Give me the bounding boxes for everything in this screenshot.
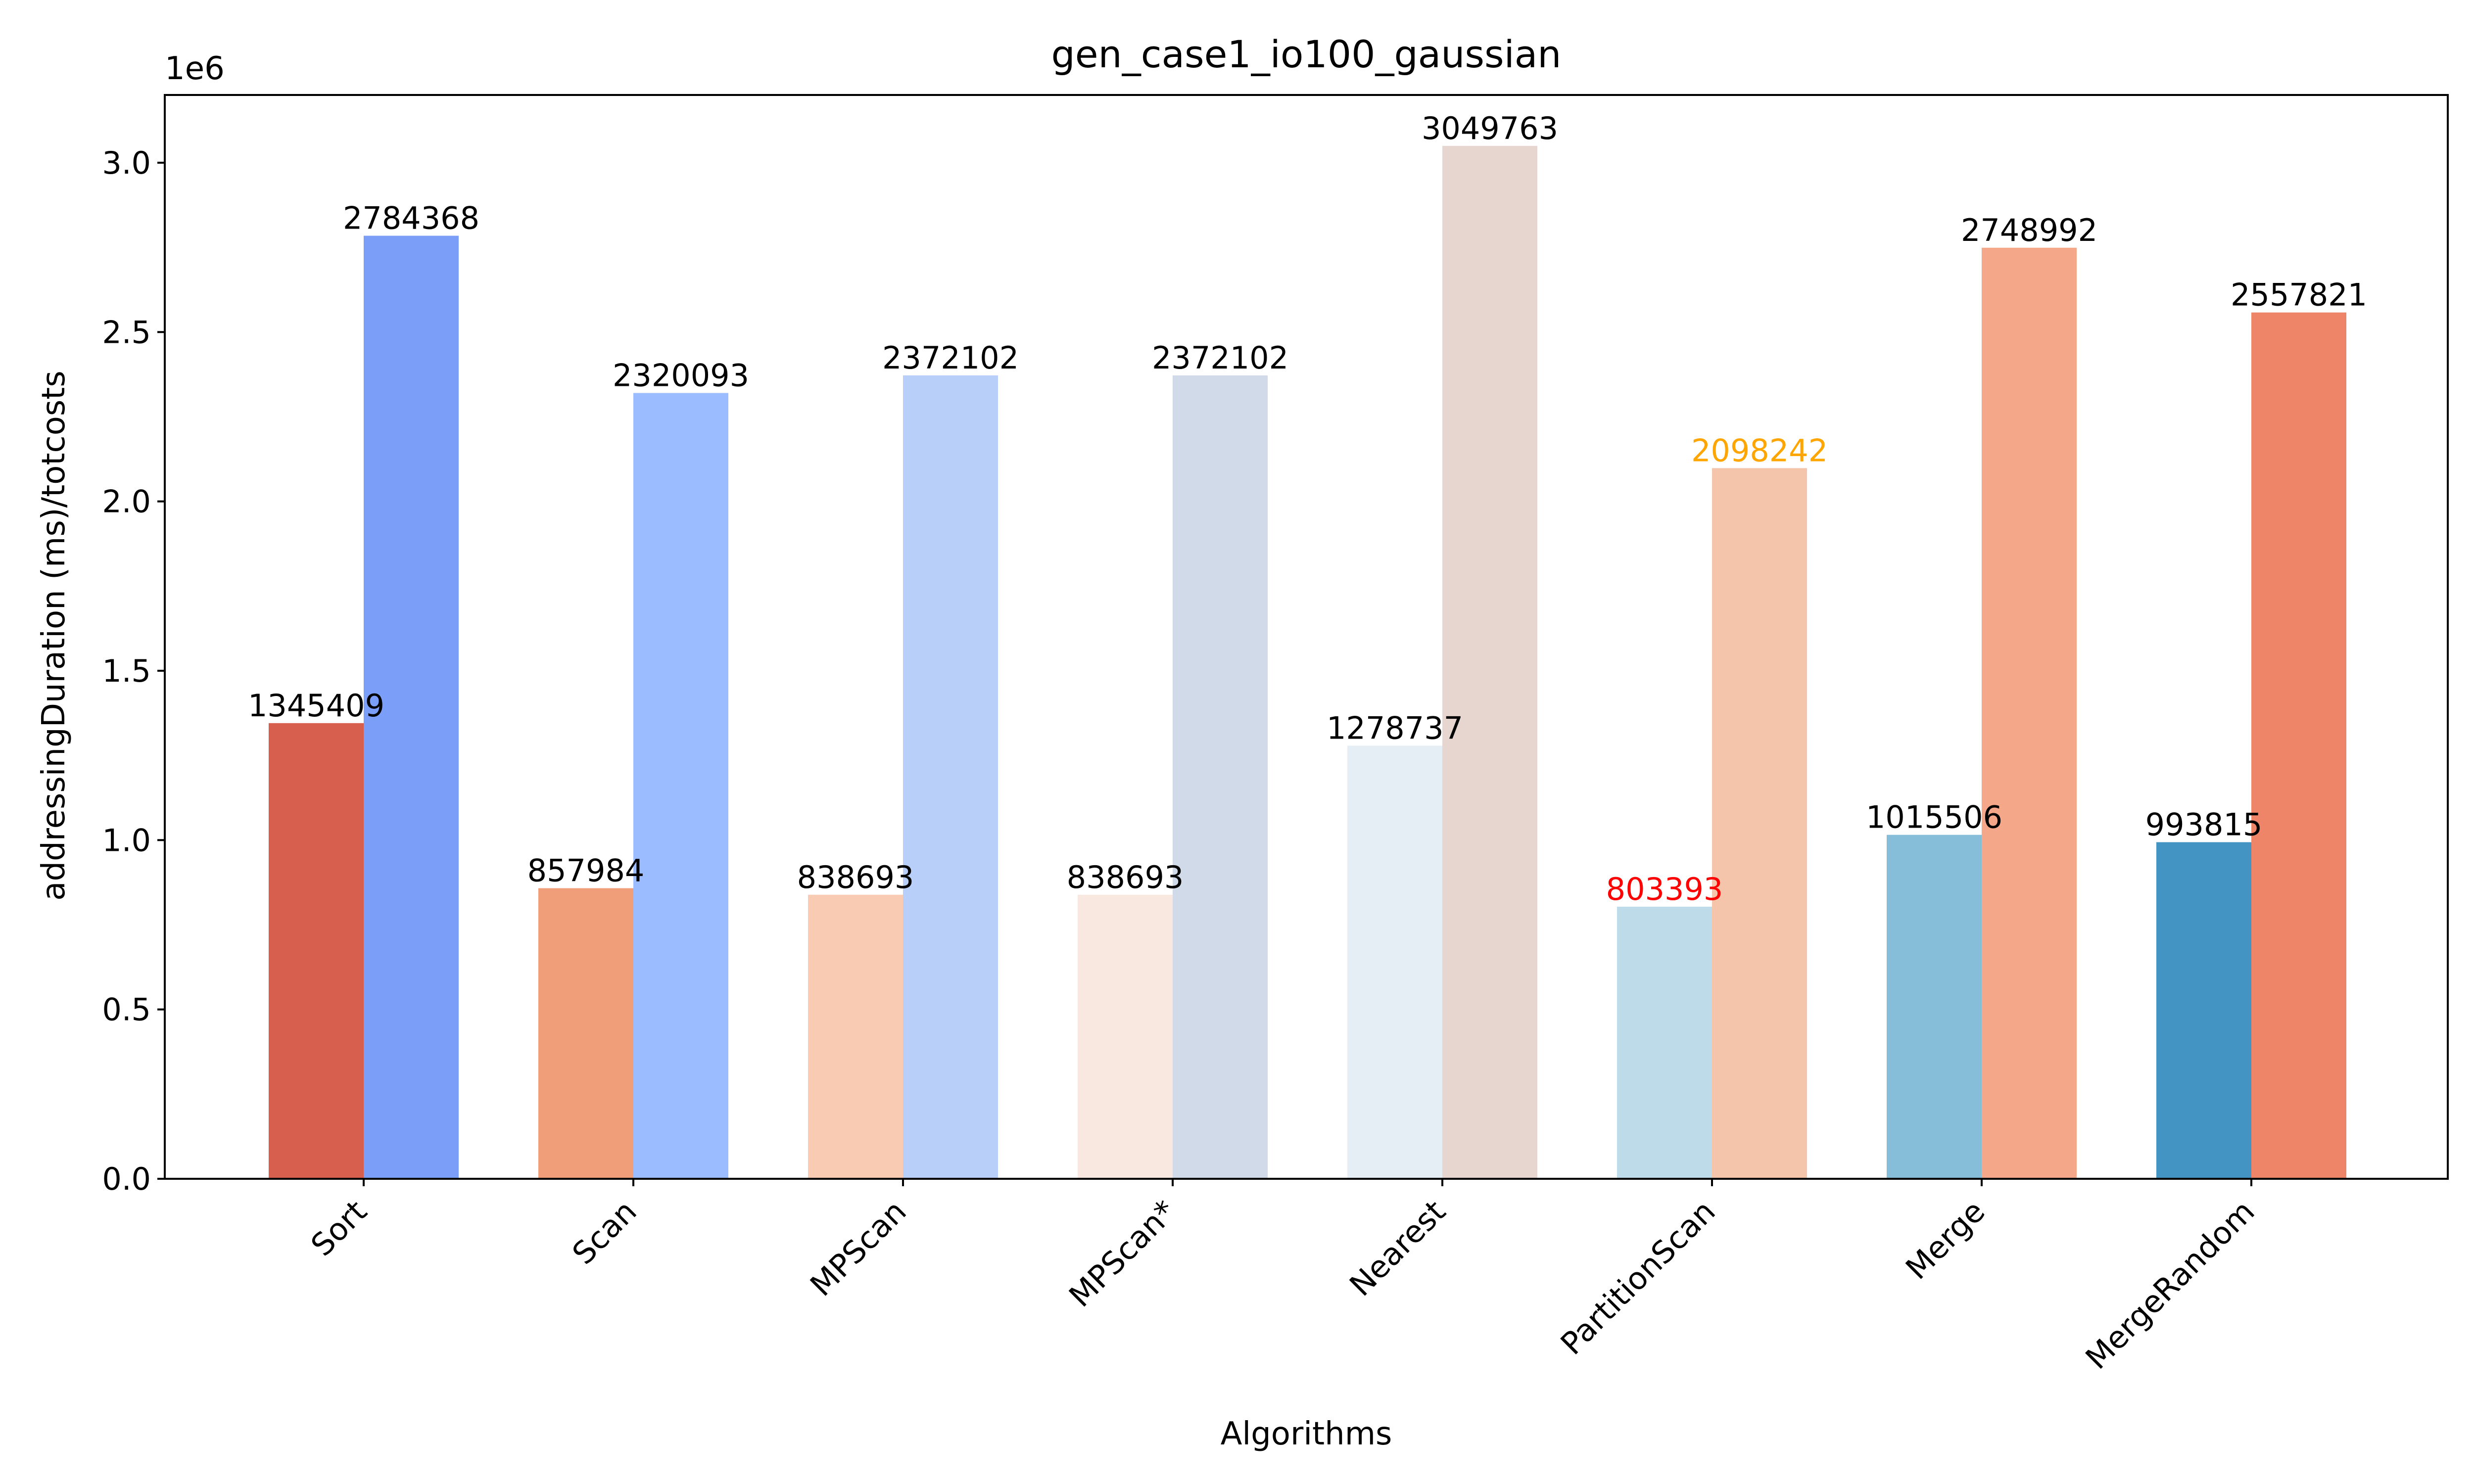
bar-value-label: 2372102 (882, 340, 1019, 376)
bar-value-label: 2557821 (2231, 277, 2367, 313)
bar-value-label: 993815 (2145, 807, 2263, 843)
y-tick-label: 3.0 (102, 145, 151, 181)
bar-mergerandom-s1 (2156, 842, 2251, 1179)
bar-value-label: 2098242 (1691, 432, 1828, 468)
y-multiplier-label: 1e6 (165, 50, 225, 87)
chart-title: gen_case1_io100_gaussian (1051, 32, 1562, 76)
y-axis-label: addressingDuration (ms)/totcosts (36, 371, 72, 900)
bar-value-label: 2320093 (613, 357, 749, 393)
bar-mpscan-s1 (1078, 894, 1173, 1179)
bar-scan-s1 (538, 888, 633, 1179)
bar-merge-s1 (1887, 835, 1982, 1179)
bar-mpscan-s2 (1173, 375, 1268, 1179)
bar-value-labels: 1345409 857984 838693 838693 1278737 803393 10… (248, 110, 2367, 907)
bar-sort-s2 (364, 235, 459, 1179)
bar-value-label: 1015506 (1866, 799, 2002, 835)
bar-partitionscan-s1 (1617, 906, 1712, 1179)
bar-merge-s2 (1982, 247, 2077, 1179)
y-tick-label: 2.5 (102, 314, 151, 350)
x-axis-label: Algorithms (1221, 1416, 1392, 1452)
bar-value-label: 1345409 (248, 688, 384, 724)
bar-sort-s1 (269, 723, 364, 1179)
bar-value-label: 3049763 (1422, 110, 1558, 146)
plot-frame (164, 94, 2449, 1180)
bar-value-label: 1278737 (1327, 710, 1463, 746)
bars-layer (269, 145, 2346, 1179)
y-axis: 0.0 0.5 1.0 1.5 2.0 2.5 3.0 (102, 145, 165, 1197)
y-tick-label: 2.0 (102, 484, 151, 520)
bar-mpscan-s1 (808, 894, 903, 1179)
bar-value-label: 2748992 (1961, 212, 2097, 248)
bar-mergerandom-s2 (2251, 312, 2346, 1179)
bar-value-label: 838693 (797, 859, 914, 895)
y-tick-label: 0.0 (102, 1161, 151, 1197)
bar-scan-s2 (633, 393, 728, 1179)
bar-partitionscan-s2 (1712, 468, 1807, 1179)
y-tick-label: 1.0 (102, 822, 151, 858)
y-tick-label: 0.5 (102, 992, 151, 1028)
bar-value-label: 803393 (1606, 871, 1723, 907)
bar-nearest-s1 (1347, 745, 1442, 1179)
bar-value-label: 857984 (527, 853, 645, 889)
bar-mpscan-s2 (903, 375, 998, 1179)
bar-value-label: 838693 (1067, 859, 1184, 895)
bar-value-label: 2784368 (343, 200, 479, 236)
y-tick-label: 1.5 (102, 653, 151, 689)
bar-value-label: 2372102 (1152, 340, 1288, 376)
bar-nearest-s2 (1442, 145, 1537, 1179)
